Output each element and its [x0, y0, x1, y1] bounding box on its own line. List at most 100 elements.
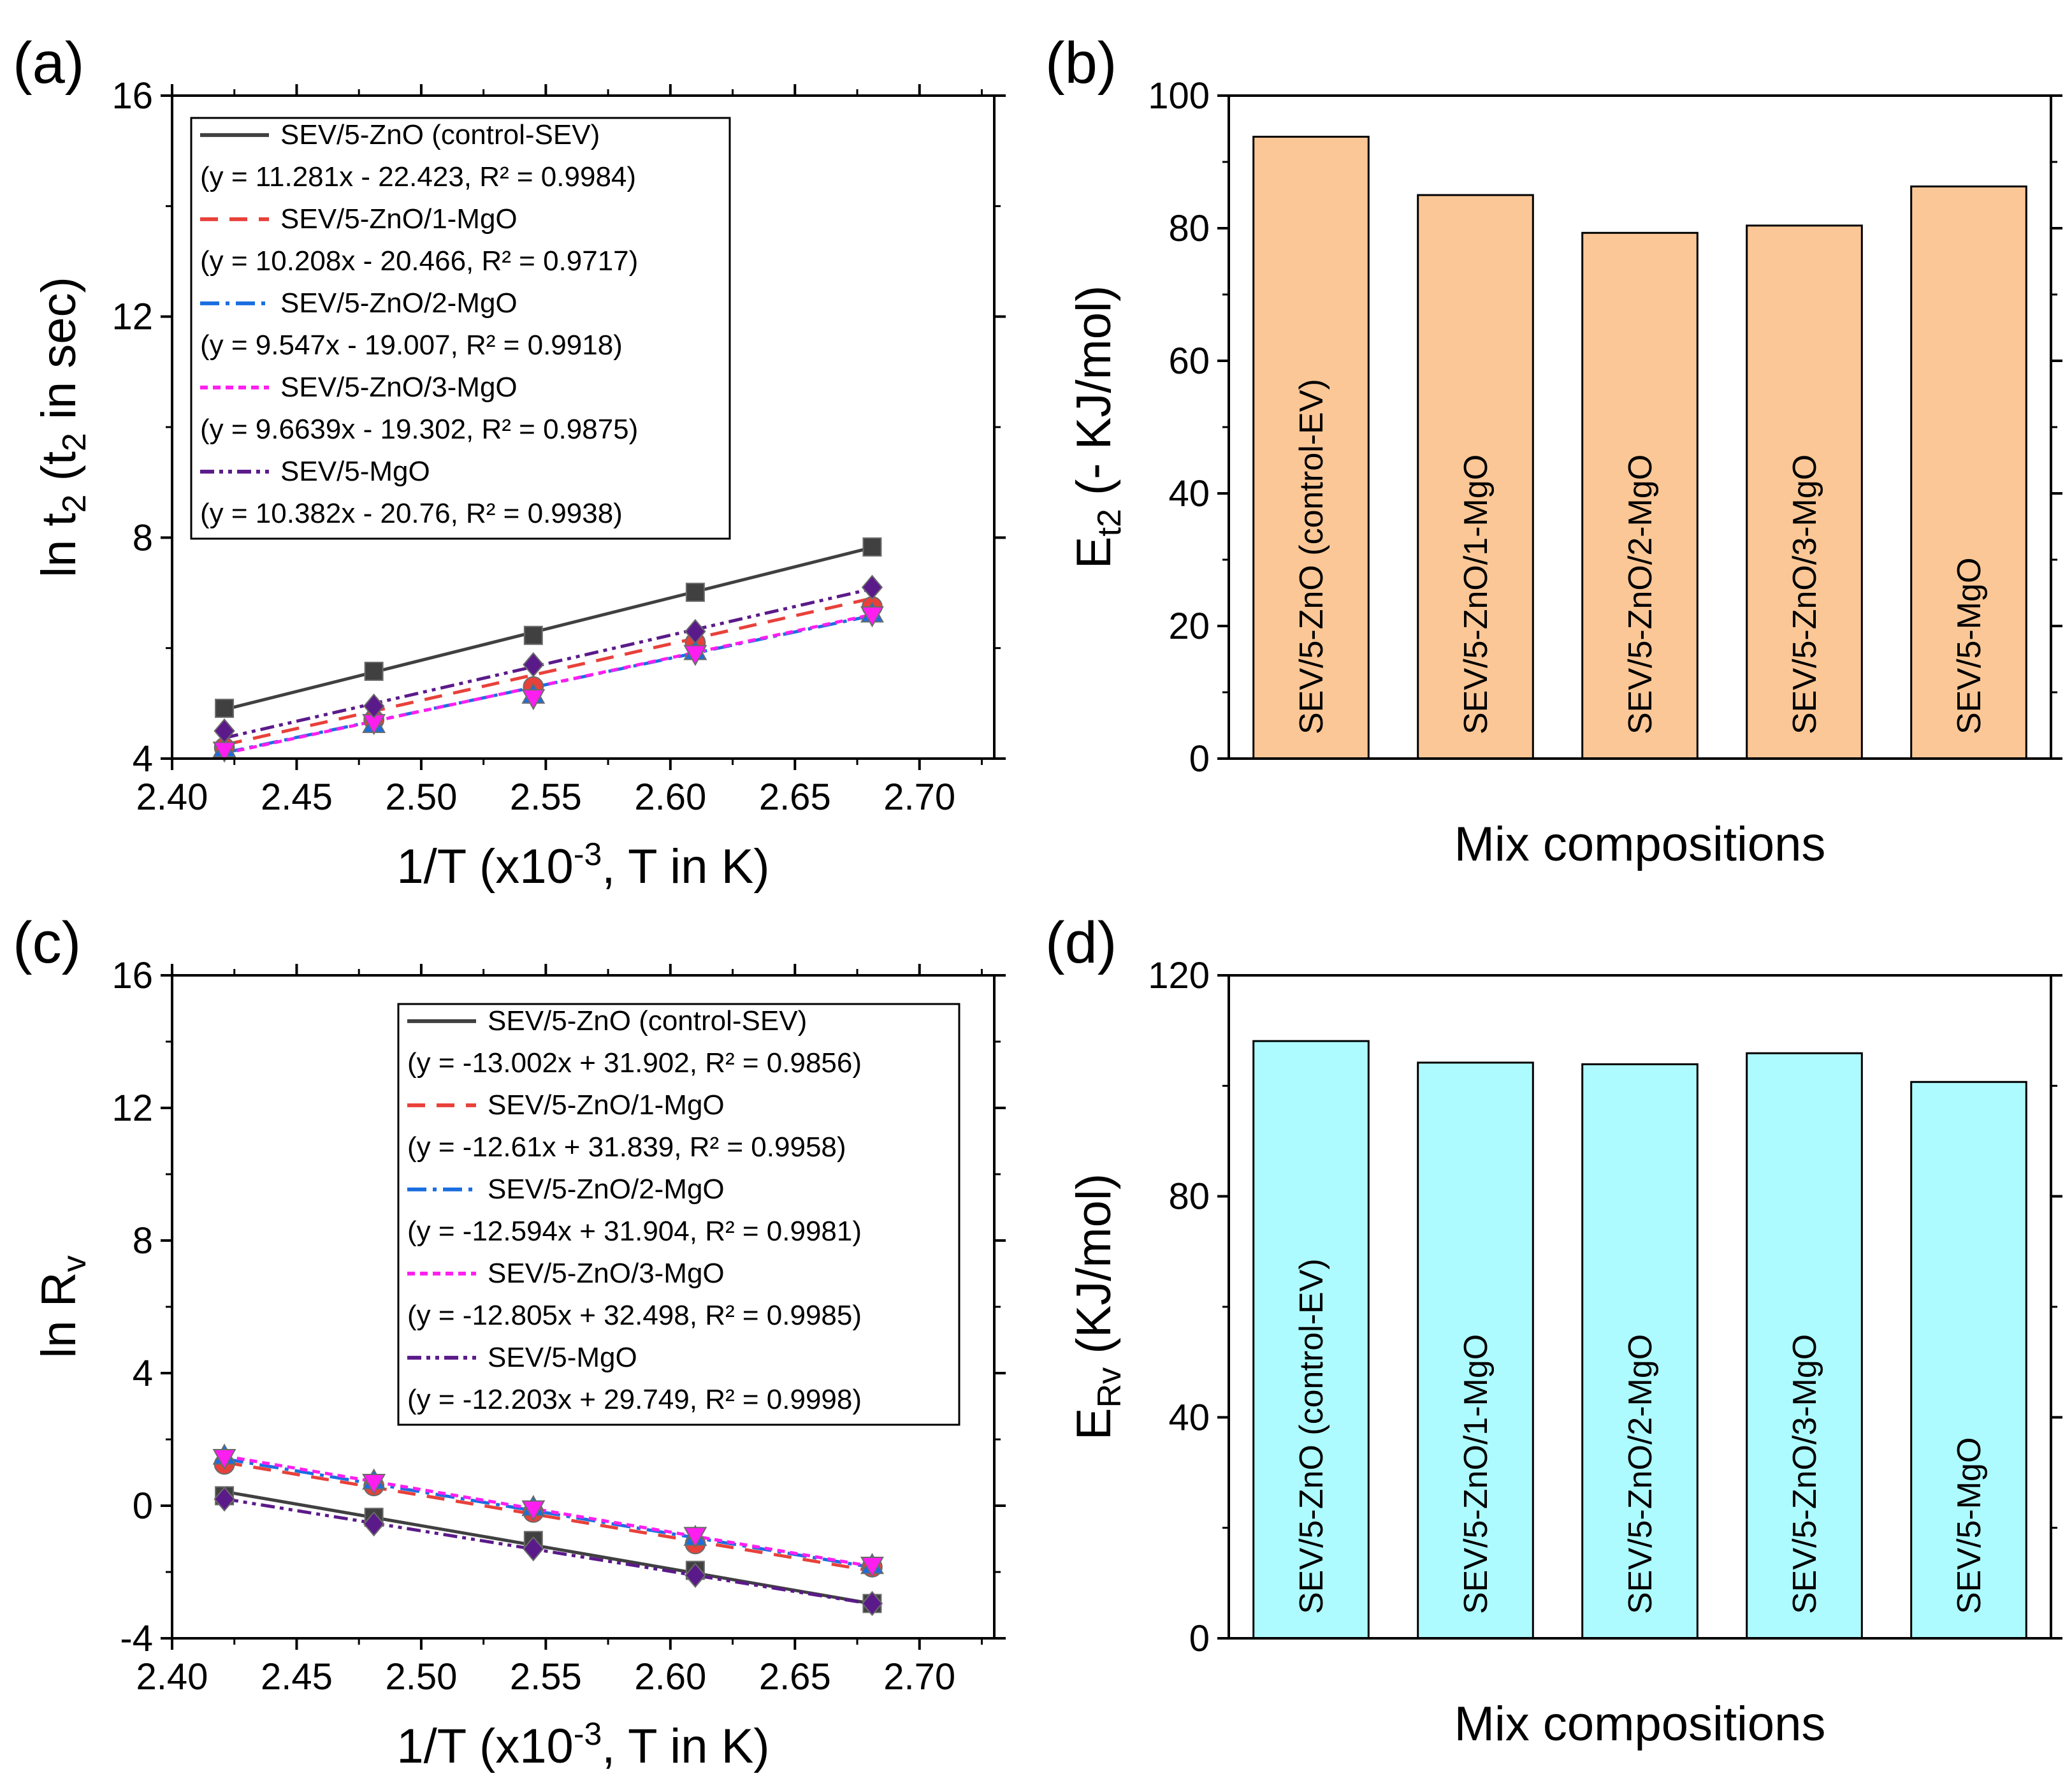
- data-point-square: [364, 662, 384, 681]
- x-tick-label: 2.45: [261, 1656, 333, 1698]
- data-point-diamond: [363, 693, 385, 719]
- legend-series-name: SEV/5-ZnO/3-MgO: [488, 1258, 725, 1289]
- data-point-diamond: [861, 1590, 883, 1617]
- legend-series-name: SEV/5-ZnO/3-MgO: [280, 372, 518, 403]
- bar: [1581, 231, 1699, 760]
- x-tick-label: 2.55: [510, 1656, 582, 1698]
- bar-category-label: SEV/5-MgO: [1951, 1437, 1988, 1614]
- y-axis-label: ERv (KJ/mol): [1067, 1174, 1128, 1440]
- series-sev-5-zno-1-mgo: [224, 1460, 873, 1573]
- y-tick-label: 4: [133, 1353, 153, 1394]
- y-tick-label: 16: [112, 955, 153, 996]
- legend-equation: (y = -12.805x + 32.498, R² = 0.9985): [407, 1300, 862, 1331]
- x-tick-label: 2.40: [136, 776, 208, 818]
- y-tick-label: 4: [133, 738, 153, 780]
- data-point-triangle-down: [521, 1500, 546, 1522]
- data-point-square: [215, 699, 235, 718]
- data-point-diamond: [861, 574, 883, 600]
- panel-a: (a) 4 8 12 16 2.40 2.45 2.50 2.55 2.60 2.65 2.70 SEV…: [13, 31, 1006, 894]
- legend-equation: (y = 9.547x - 19.007, R² = 0.9918): [200, 330, 623, 361]
- x-axis-label: Mix compositions: [1454, 1697, 1826, 1751]
- y-tick-label: 0: [133, 1485, 153, 1527]
- panel-label-b: (b): [1045, 31, 1117, 96]
- fit-line: [224, 613, 873, 755]
- legend-series-name: SEV/5-MgO: [280, 456, 430, 487]
- data-point-triangle-down: [683, 1527, 707, 1548]
- y-tick-label: 16: [112, 75, 153, 117]
- fit-line: [224, 1457, 873, 1569]
- fit-line: [224, 587, 873, 739]
- series-sev-5-mgo: [224, 1497, 873, 1606]
- fit-line: [224, 546, 873, 711]
- data-point-diamond: [523, 1536, 544, 1562]
- x-axis-label: Mix compositions: [1454, 817, 1826, 871]
- bar: [1417, 194, 1534, 760]
- legend-equation: (y = -12.594x + 31.904, R² = 0.9981): [407, 1216, 862, 1247]
- a-plot-frame: [171, 94, 996, 760]
- data-point-triangle-down: [860, 606, 884, 628]
- legend-equation: (y = -12.203x + 29.749, R² = 0.9998): [407, 1384, 862, 1415]
- data-point-square: [862, 537, 882, 557]
- panel-d: (d) 0 40 80 120 SEV/5-ZnO (control-EV) SEV/5-Z…: [1045, 910, 2062, 1751]
- y-tick-label: 80: [1168, 208, 1210, 249]
- data-point-diamond: [685, 618, 706, 644]
- data-point-square: [523, 625, 543, 645]
- y-tick-label: 120: [1148, 955, 1210, 996]
- legend-series-name: SEV/5-ZnO/1-MgO: [280, 203, 518, 235]
- markers-triangle-up: [212, 1443, 884, 1575]
- legend-equation: (y = 11.281x - 22.423, R² = 0.9984): [200, 161, 636, 193]
- legend-box: [190, 117, 731, 540]
- legend-series-name: SEV/5-MgO: [488, 1342, 637, 1373]
- series-sev-5-zno-2-mgo: [224, 1457, 873, 1569]
- bar-category-label: SEV/5-ZnO/1-MgO: [1458, 1334, 1495, 1614]
- y-tick-label: 40: [1168, 473, 1210, 514]
- y-tick-label: 8: [133, 1220, 153, 1262]
- markers-diamond: [214, 1486, 883, 1617]
- c-plot-frame: [171, 974, 996, 1640]
- data-point-triangle-down: [521, 689, 546, 711]
- panel-label-a: (a): [13, 31, 84, 96]
- y-tick-label: -4: [120, 1618, 153, 1659]
- y-tick-label: 60: [1168, 340, 1210, 382]
- data-point-diamond: [523, 651, 544, 678]
- bar-category-label: SEV/5-ZnO (control-EV): [1293, 379, 1330, 734]
- legend-equation: (y = 10.382x - 20.76, R² = 0.9938): [200, 498, 623, 529]
- y-tick-label: 80: [1168, 1176, 1210, 1218]
- x-tick-label: 2.45: [261, 776, 333, 818]
- data-point-square: [685, 583, 705, 602]
- x-tick-label: 2.70: [883, 1656, 955, 1698]
- x-tick-label: 2.65: [759, 776, 831, 818]
- legend-equation: (y = -13.002x + 31.902, R² = 0.9856): [407, 1047, 862, 1079]
- x-tick-label: 2.50: [385, 1656, 457, 1698]
- data-point-diamond: [685, 1562, 706, 1588]
- data-point-diamond: [214, 718, 235, 744]
- panel-label-c: (c): [13, 910, 81, 975]
- y-tick-label: 12: [112, 1088, 153, 1129]
- fit-line: [224, 597, 873, 746]
- fit-line: [224, 1497, 873, 1606]
- y-tick-label: 20: [1168, 606, 1210, 647]
- legend-series-name: SEV/5-ZnO/2-MgO: [488, 1174, 725, 1205]
- y-tick-label: 0: [1189, 738, 1210, 780]
- data-point-triangle-down: [212, 1449, 236, 1471]
- y-axis-label: ln Rv: [32, 1255, 93, 1358]
- x-axis-label: 1/T (x10-3, T in K): [396, 1716, 769, 1773]
- bar-category-label: SEV/5-ZnO/3-MgO: [1786, 1334, 1823, 1614]
- bar-category-label: SEV/5-ZnO/3-MgO: [1786, 455, 1823, 734]
- legend-box: [397, 1003, 960, 1426]
- y-axis-label: ln t2 (t2 in sec): [32, 277, 93, 578]
- y-tick-label: 8: [133, 517, 153, 558]
- data-point-diamond: [363, 1511, 385, 1537]
- fit-line: [224, 1454, 873, 1568]
- bar: [1746, 224, 1863, 760]
- markers-square: [215, 537, 882, 718]
- legend-a: SEV/5-ZnO (control-SEV) (y = 11.281x - 22…: [190, 117, 731, 540]
- legend-equation: (y = -12.61x + 31.839, R² = 0.9958): [407, 1132, 846, 1163]
- bar: [1581, 1063, 1699, 1640]
- x-tick-label: 2.50: [385, 776, 457, 818]
- b-plot-frame: [1228, 94, 2052, 760]
- panel-b: (b) 0 20 40 60 80 100 SEV/5-ZnO (control-EV) SEV…: [1045, 31, 2062, 871]
- x-tick-label: 2.60: [634, 776, 706, 818]
- fit-line: [224, 1460, 873, 1573]
- series-sev-5-mgo: [224, 587, 873, 739]
